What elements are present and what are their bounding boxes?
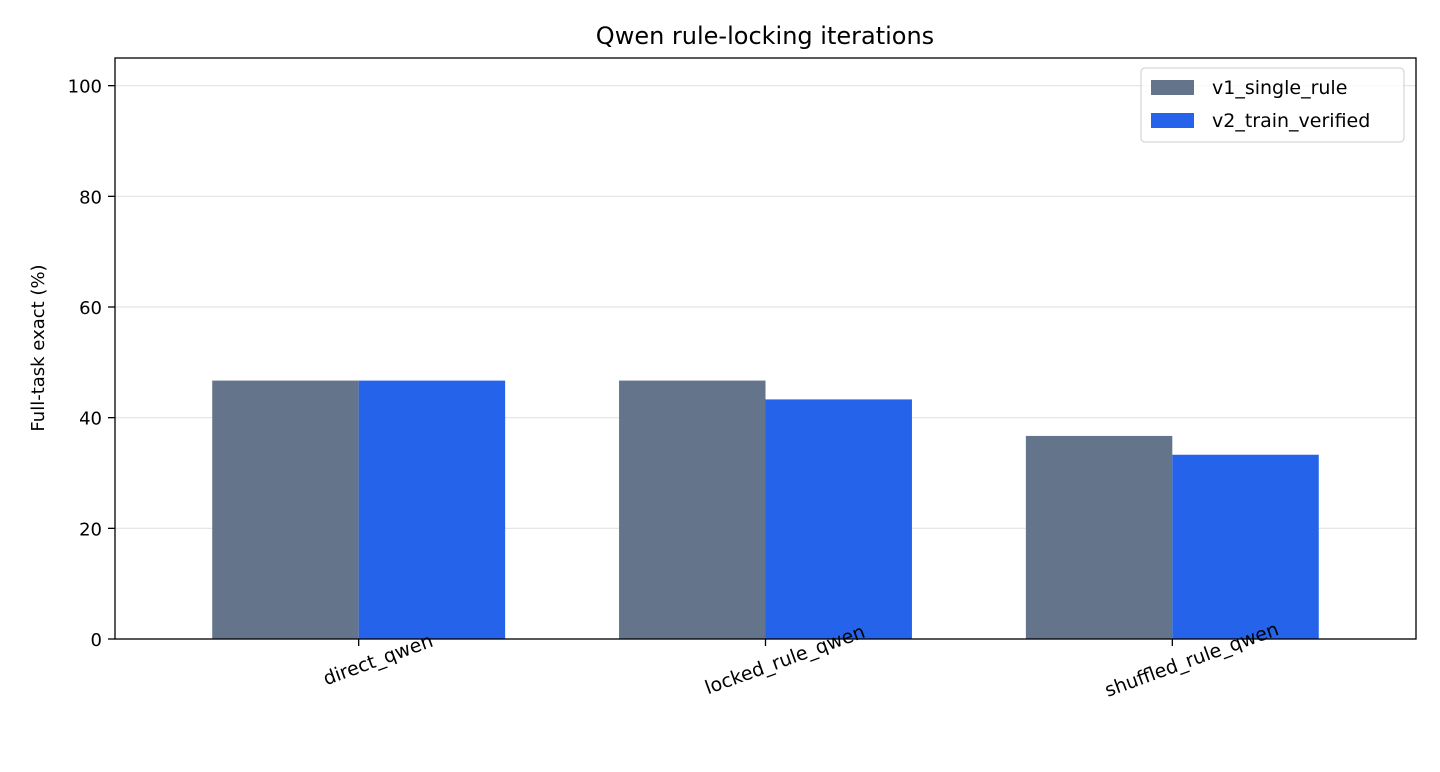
bar-v1-single-rule-direct-qwen bbox=[212, 380, 359, 639]
y-axis-ticks: 0 20 40 60 80 100 bbox=[68, 77, 115, 651]
legend: v1_single_rule v2_train_verified bbox=[1140, 67, 1405, 143]
y-axis-label: Full-task exact (%) bbox=[28, 264, 49, 431]
bar-v2-train-verified-locked-rule-qwen bbox=[765, 399, 912, 639]
legend-frame bbox=[1140, 67, 1405, 143]
bar-v1-single-rule-locked-rule-qwen bbox=[619, 380, 766, 639]
y-tick-label-80: 80 bbox=[79, 187, 102, 208]
bars bbox=[212, 380, 1319, 639]
legend-label-v2-train-verified: v2_train_verified bbox=[1212, 110, 1370, 132]
legend-swatch-v2-train-verified bbox=[1151, 113, 1194, 128]
y-tick-label-40: 40 bbox=[79, 409, 102, 430]
legend-swatch-v1-single-rule bbox=[1151, 80, 1194, 95]
y-tick-label-100: 100 bbox=[68, 77, 102, 98]
y-tick-label-0: 0 bbox=[91, 630, 102, 651]
bar-v2-train-verified-direct-qwen bbox=[358, 380, 506, 639]
legend-label-v1-single-rule: v1_single_rule bbox=[1212, 77, 1347, 99]
y-tick-label-20: 20 bbox=[79, 519, 102, 540]
bar-v2-train-verified-shuffled-rule-qwen bbox=[1172, 454, 1319, 639]
y-tick-label-60: 60 bbox=[79, 298, 102, 319]
chart-title: Qwen rule-locking iterations bbox=[596, 22, 934, 50]
bar-v1-single-rule-shuffled-rule-qwen bbox=[1025, 435, 1173, 639]
